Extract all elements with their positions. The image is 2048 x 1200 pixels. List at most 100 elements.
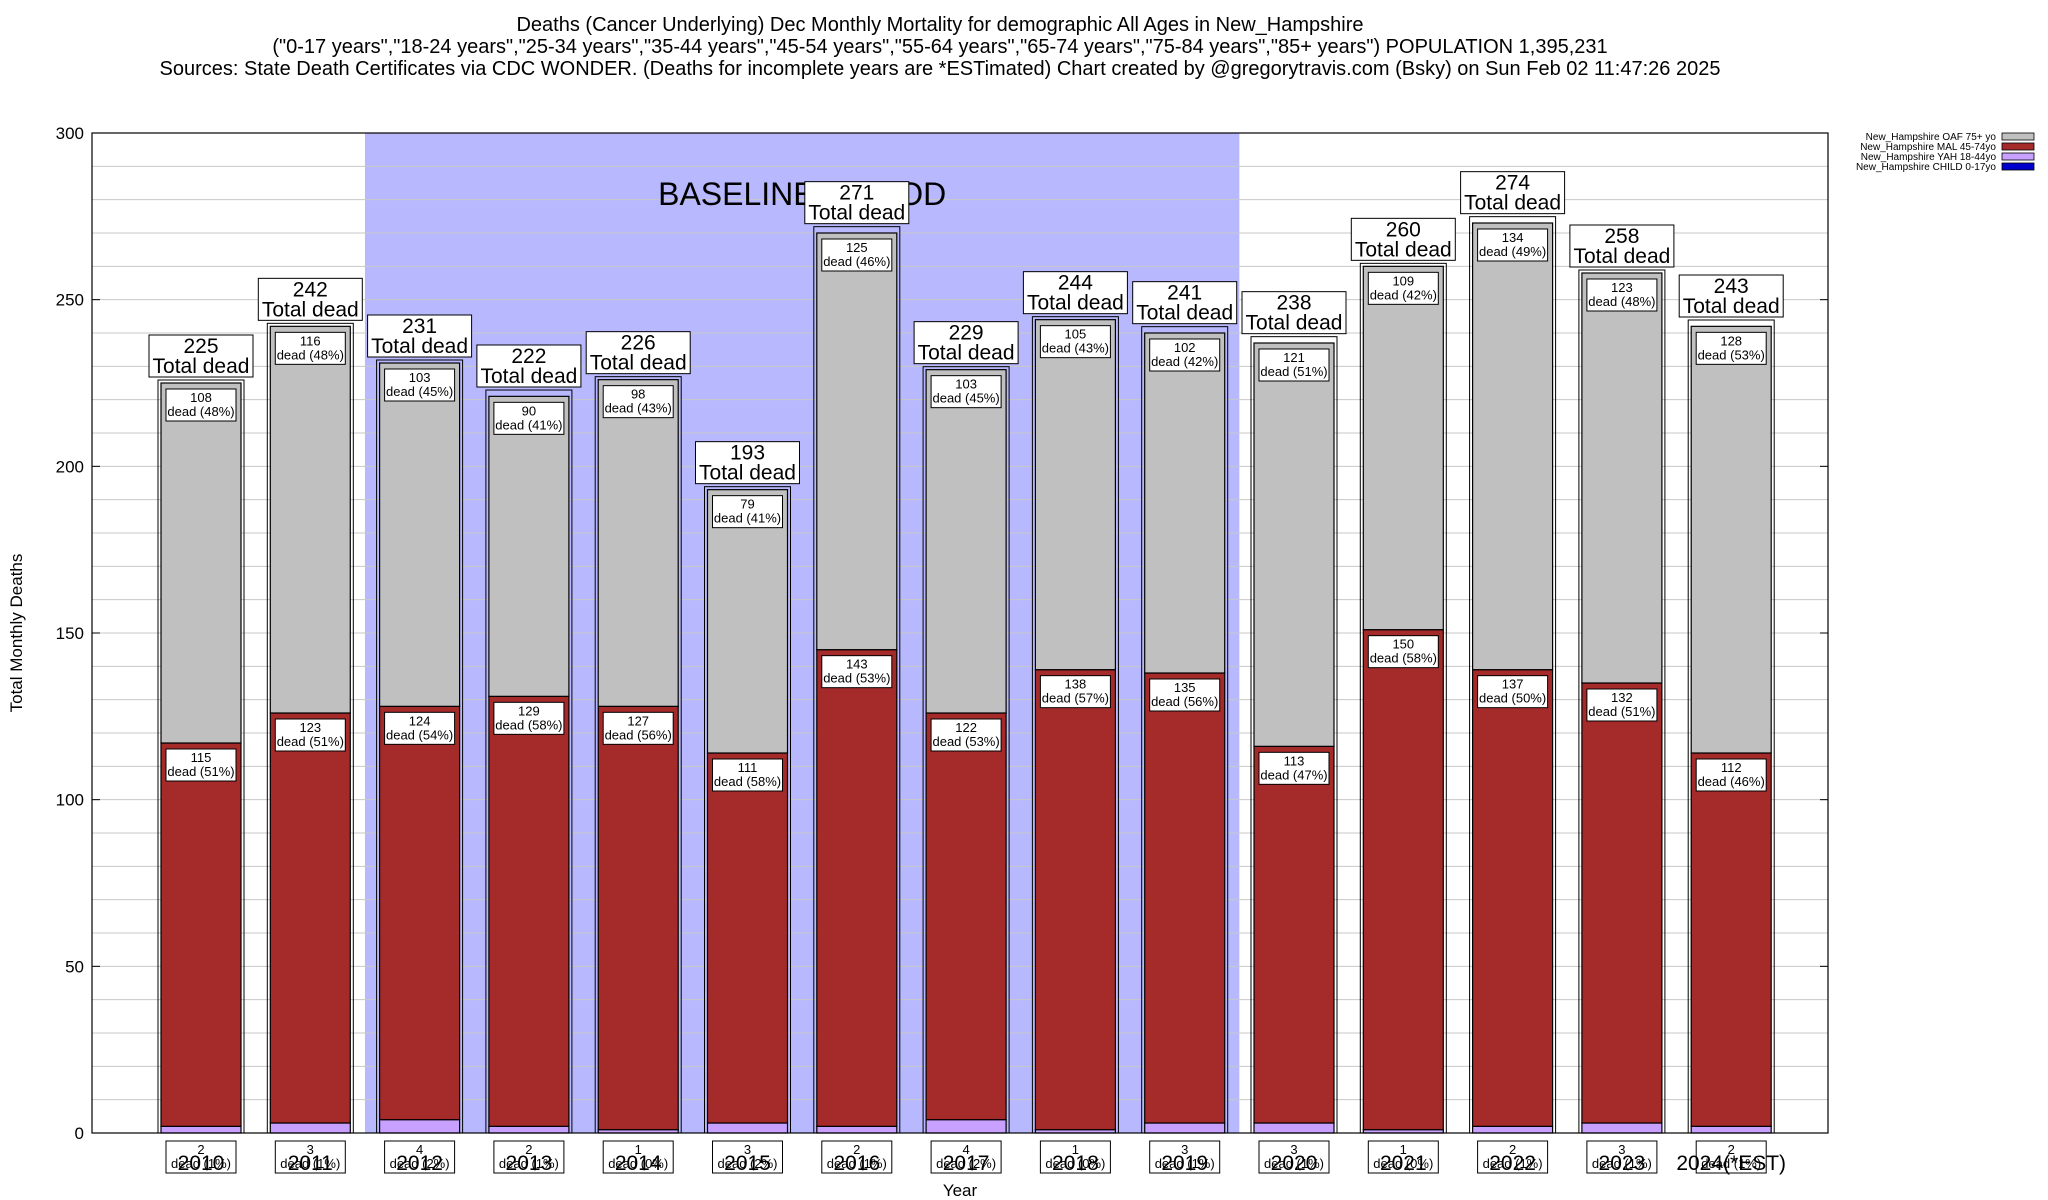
total-label-box (367, 314, 473, 358)
total-label-text: Total dead (808, 202, 905, 225)
total-label-text: Total dead (1573, 245, 1670, 268)
data-label-box (274, 331, 346, 365)
bar-segment (816, 1125, 898, 1134)
data-label-value: 2 (1728, 1142, 1735, 1157)
data-label-value: 124 (409, 713, 431, 728)
total-label-box (585, 331, 691, 375)
data-label-value: 1 (635, 1142, 642, 1157)
data-label-box (1695, 331, 1767, 365)
data-label-pct: dead (48%) (167, 404, 234, 419)
x-tick-label: 2013 (506, 1152, 553, 1175)
legend-label: New_Hampshire MAL 45-74yo (1860, 142, 1996, 153)
total-label-text: Total dead (1683, 295, 1780, 318)
data-label-value: 2 (1509, 1142, 1516, 1157)
data-label-pct: dead (51%) (277, 734, 344, 749)
total-label-value: 274 (1495, 172, 1530, 195)
data-label-box (1695, 758, 1767, 792)
bar-segment (269, 712, 351, 1124)
total-label-text: Total dead (699, 462, 796, 485)
total-label-box (913, 321, 1019, 365)
legend-label: New_Hampshire YAH 18-44yo (1861, 152, 1997, 163)
x-tick-label: 2024(*EST) (1676, 1152, 1786, 1175)
data-label-pct: dead (53%) (823, 671, 890, 686)
x-tick-label: 2011 (288, 1152, 333, 1175)
y-tick-label: 150 (56, 624, 84, 643)
total-label-text: Total dead (590, 352, 687, 375)
total-label-box (1132, 281, 1238, 325)
data-label-box (1039, 1140, 1111, 1174)
data-label-pct: dead (2%) (390, 1156, 450, 1171)
data-label-box (602, 1140, 674, 1174)
x-tick-label: 2018 (1052, 1152, 1099, 1175)
data-label-box (821, 1140, 893, 1174)
bar-segment (1144, 672, 1226, 1124)
data-label-value: 125 (846, 240, 868, 255)
data-label-value: 112 (1721, 760, 1742, 775)
data-label-value: 109 (1392, 273, 1414, 288)
chart-subtitle-age-groups: ("0-17 years","18-24 years","25-34 years… (272, 36, 1608, 58)
total-label-text: Total dead (1464, 192, 1561, 215)
data-label-box (1586, 1140, 1658, 1174)
data-label-pct: dead (54%) (386, 727, 453, 742)
bar-segment (925, 369, 1007, 714)
data-label-pct: dead (51%) (1588, 704, 1655, 719)
data-label-pct: dead (0%) (608, 1156, 668, 1171)
total-label-value: 229 (949, 322, 984, 345)
y-tick-label: 100 (56, 791, 84, 810)
total-label-box (1678, 274, 1784, 318)
data-label-pct: dead (43%) (605, 401, 672, 416)
legend-label: New_Hampshire OAF 75+ yo (1866, 132, 1997, 143)
data-label-pct: dead (2%) (936, 1156, 996, 1171)
bar-segment (1581, 272, 1663, 684)
total-label-text: Total dead (1246, 312, 1343, 335)
y-tick-label: 200 (56, 457, 84, 476)
total-label-text: Total dead (371, 335, 468, 358)
data-label-box (274, 1140, 346, 1174)
bar-segment (269, 1122, 351, 1134)
data-label-pct: dead (1%) (1592, 1156, 1652, 1171)
data-label-value: 128 (1720, 333, 1742, 348)
total-label-box (804, 181, 910, 225)
total-label-value: 260 (1386, 218, 1421, 241)
data-label-box (1039, 325, 1111, 359)
data-label-box (1586, 278, 1658, 312)
data-label-box (712, 1140, 783, 1174)
data-label-pct: dead (46%) (823, 254, 890, 269)
data-label-value: 4 (416, 1142, 423, 1157)
data-label-pct: dead (56%) (605, 727, 672, 742)
data-label-pct: dead (42%) (1151, 354, 1218, 369)
data-label-value: 127 (627, 713, 649, 728)
x-tick-label: 2016 (833, 1152, 880, 1175)
data-label-pct: dead (58%) (1370, 651, 1437, 666)
data-label-box (602, 711, 674, 745)
data-label-value: 103 (409, 370, 431, 385)
data-label-pct: dead (48%) (277, 347, 344, 362)
legend-label: New_Hampshire CHILD 0-17yo (1856, 162, 1996, 173)
data-label-pct: dead (1%) (280, 1156, 340, 1171)
bar-segment (1471, 1125, 1554, 1134)
bar-segment (379, 705, 461, 1121)
data-label-box (1367, 1140, 1439, 1174)
data-label-pct: dead (50%) (1479, 691, 1546, 706)
data-label-box (165, 748, 237, 782)
data-label-pct: dead (58%) (714, 774, 781, 789)
data-label-value: 103 (955, 377, 977, 392)
total-label-text: Total dead (918, 342, 1015, 365)
bar-segment (1362, 629, 1444, 1131)
bar-segment (816, 232, 898, 651)
data-label-pct: dead (53%) (932, 734, 999, 749)
bar-segment (816, 649, 898, 1127)
data-label-pct: dead (56%) (1151, 694, 1218, 709)
bar-segment (1581, 682, 1663, 1124)
data-label-box (1149, 1140, 1221, 1174)
x-tick-label: 2014 (615, 1152, 662, 1175)
data-label-value: 134 (1502, 230, 1524, 245)
data-label-box (1258, 1140, 1330, 1174)
data-label-value: 98 (631, 387, 645, 402)
data-label-pct: dead (1%) (171, 1156, 231, 1171)
x-tick-label: 2010 (178, 1152, 225, 1175)
x-tick-label: 2022 (1489, 1152, 1536, 1175)
data-label-box (384, 1140, 456, 1174)
bar-segment (269, 325, 351, 714)
